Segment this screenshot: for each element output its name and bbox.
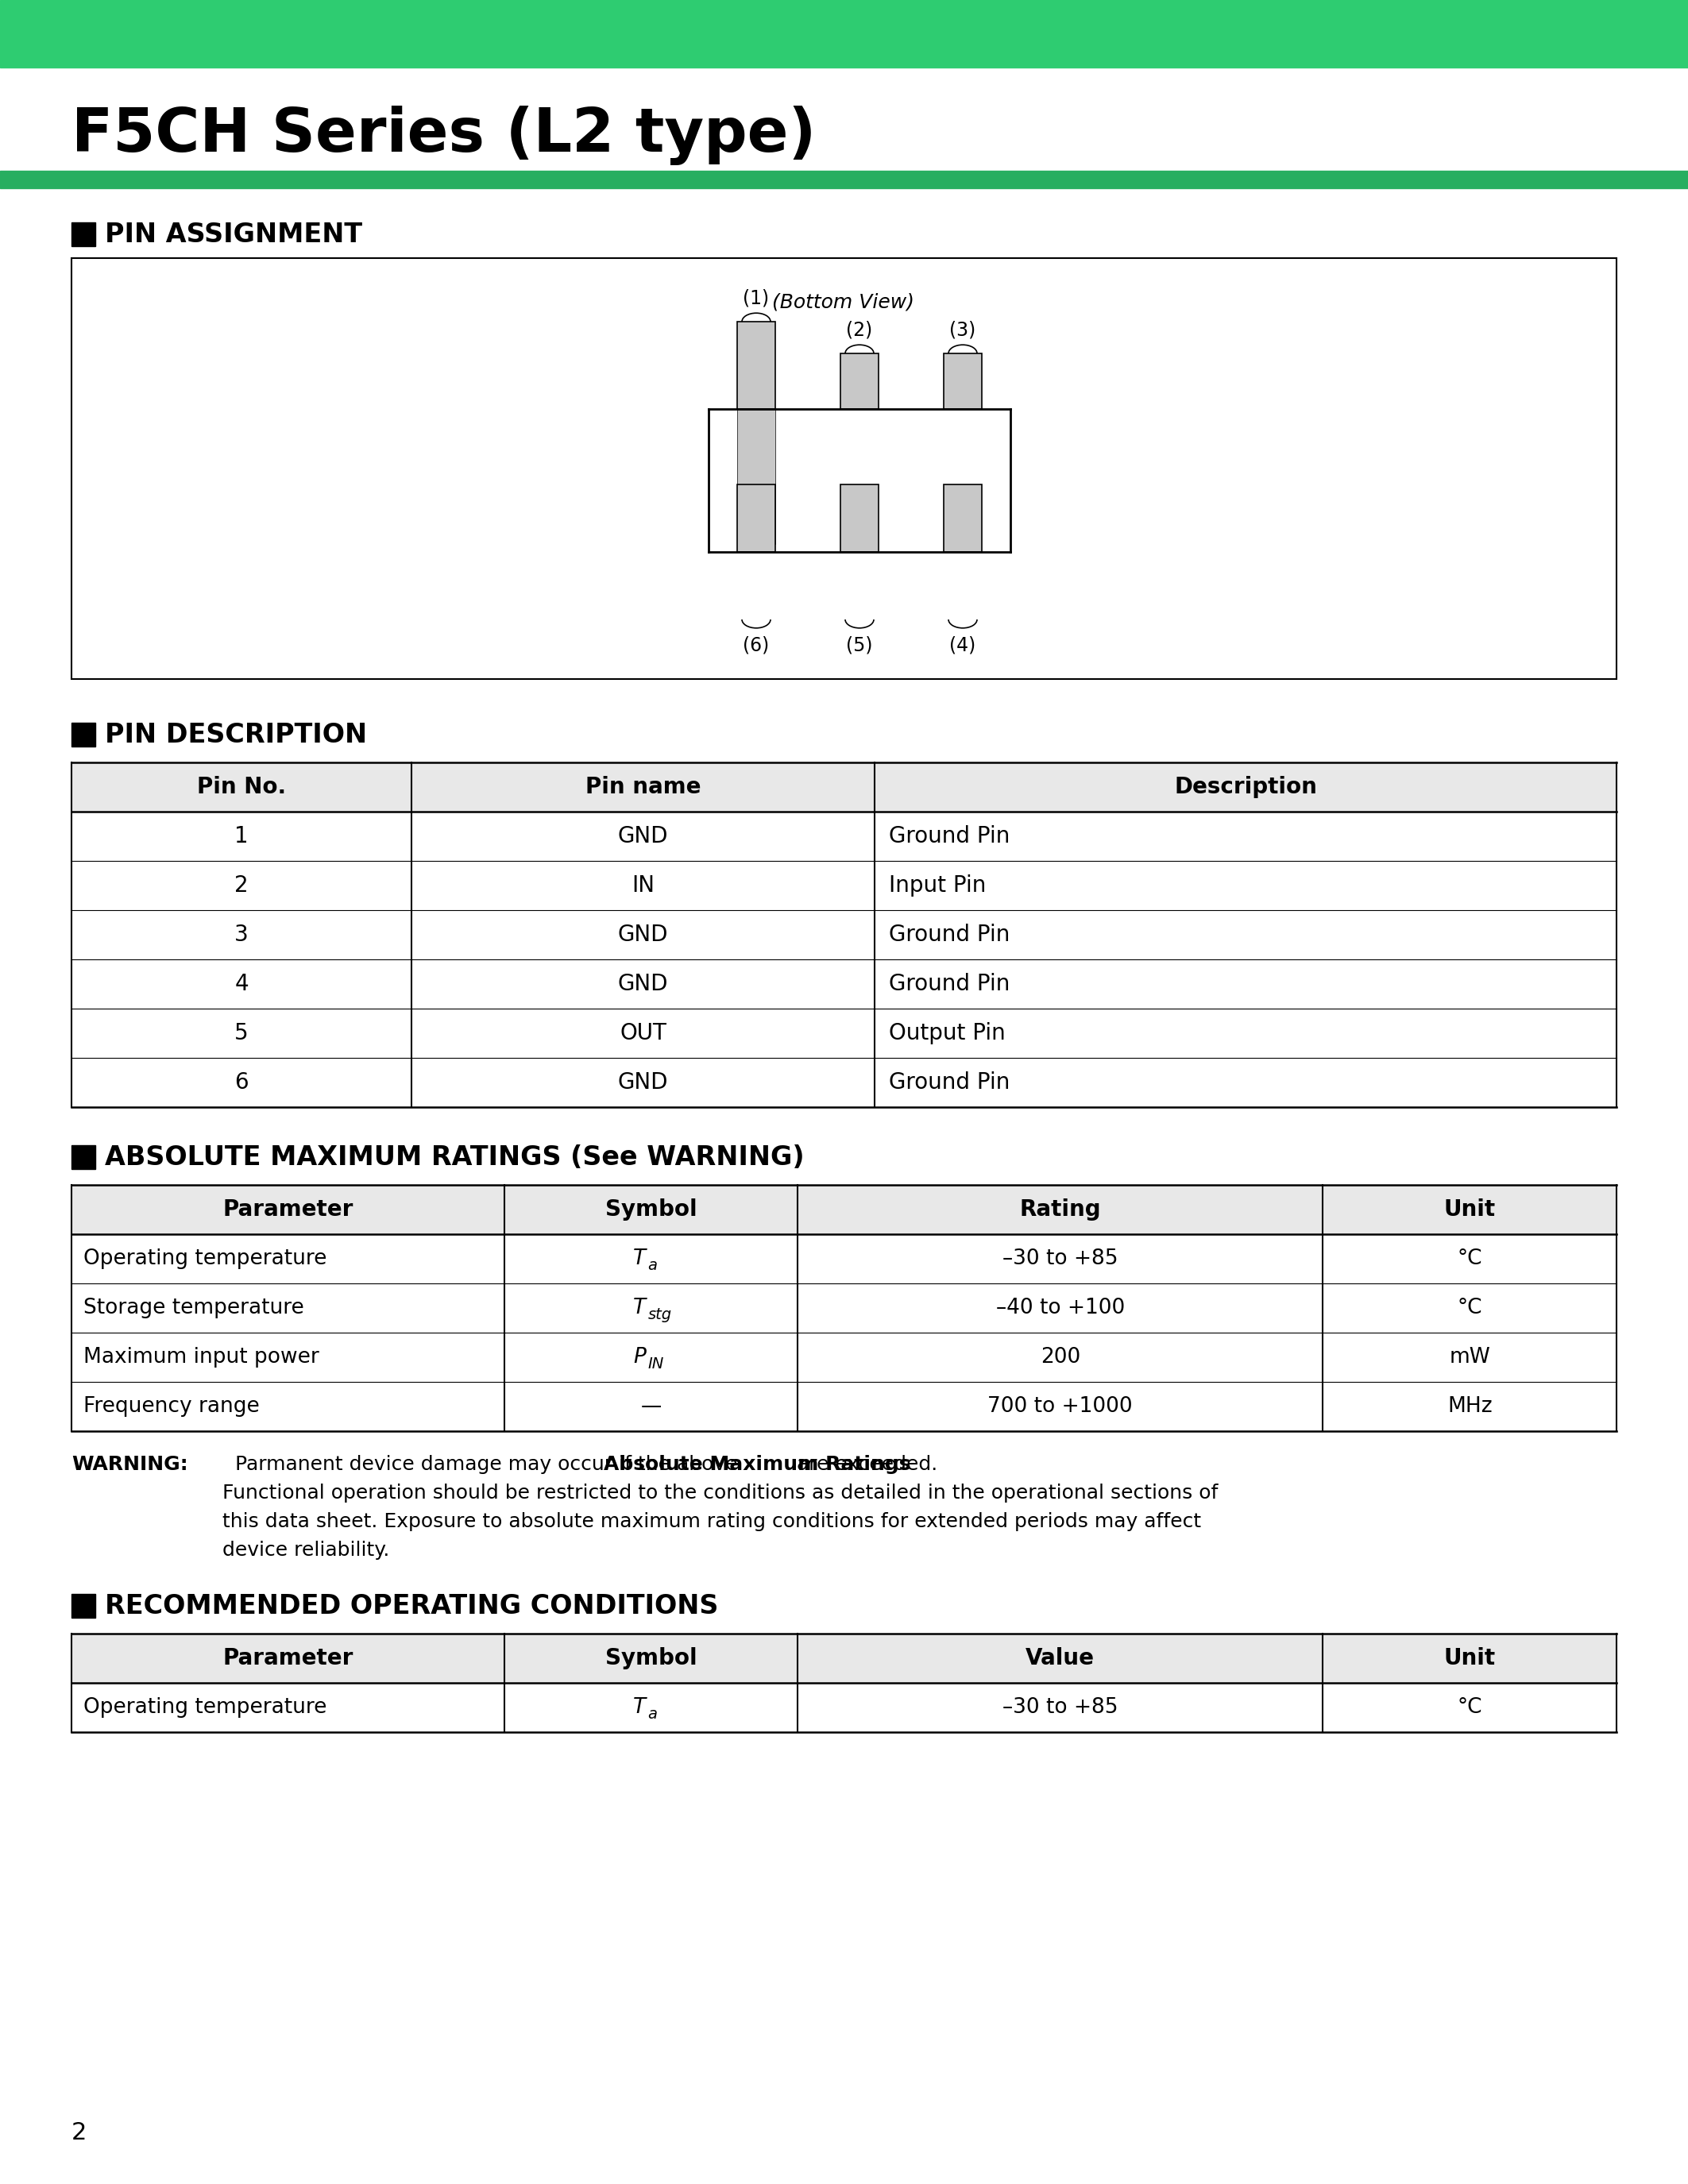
Text: mW: mW: [1448, 1348, 1491, 1367]
Text: Symbol: Symbol: [604, 1647, 697, 1669]
Bar: [841, 354, 878, 408]
Bar: [841, 485, 878, 553]
Text: Frequency range: Frequency range: [83, 1396, 260, 1417]
Text: °C: °C: [1457, 1697, 1482, 1719]
Text: this data sheet. Exposure to absolute maximum rating conditions for extended per: this data sheet. Exposure to absolute ma…: [223, 1511, 1202, 1531]
Bar: [71, 1634, 1617, 1684]
Text: Rating: Rating: [1020, 1199, 1101, 1221]
Text: Storage temperature: Storage temperature: [83, 1297, 304, 1319]
Bar: [0, 170, 1688, 188]
Text: Input Pin: Input Pin: [890, 874, 986, 898]
Bar: [0, 0, 1688, 68]
Text: 1: 1: [235, 826, 248, 847]
Text: MHz: MHz: [1447, 1396, 1492, 1417]
Text: OUT: OUT: [619, 1022, 667, 1044]
Text: 5: 5: [235, 1022, 248, 1044]
Text: (Bottom View): (Bottom View): [773, 293, 915, 312]
Text: Value: Value: [1026, 1647, 1096, 1669]
Text: a: a: [648, 1706, 657, 1721]
Text: Parmanent device damage may occur if the above: Parmanent device damage may occur if the…: [223, 1455, 744, 1474]
Text: are exceeded.: are exceeded.: [790, 1455, 939, 1474]
Bar: [71, 258, 1617, 679]
Text: T: T: [633, 1249, 647, 1269]
Text: °C: °C: [1457, 1249, 1482, 1269]
Text: Maximum input power: Maximum input power: [83, 1348, 319, 1367]
Text: –30 to +85: –30 to +85: [1003, 1697, 1117, 1719]
Text: Parameter: Parameter: [223, 1647, 353, 1669]
Text: Ground Pin: Ground Pin: [890, 1072, 1009, 1094]
Text: PIN ASSIGNMENT: PIN ASSIGNMENT: [105, 221, 363, 247]
Text: GND: GND: [618, 826, 668, 847]
Text: stg: stg: [648, 1306, 672, 1321]
Text: P: P: [633, 1348, 647, 1367]
Text: (6): (6): [743, 636, 770, 655]
Text: Operating temperature: Operating temperature: [83, 1249, 327, 1269]
Text: °C: °C: [1457, 1297, 1482, 1319]
Bar: [738, 408, 775, 544]
Text: 200: 200: [1040, 1348, 1080, 1367]
Text: —: —: [640, 1396, 662, 1417]
Bar: [71, 1144, 95, 1168]
Text: 3: 3: [235, 924, 248, 946]
Text: (3): (3): [950, 321, 976, 339]
Text: GND: GND: [618, 1072, 668, 1094]
Bar: [738, 485, 775, 553]
Text: 6: 6: [235, 1072, 248, 1094]
Text: Ground Pin: Ground Pin: [890, 924, 1009, 946]
Bar: [944, 354, 982, 408]
Text: Pin No.: Pin No.: [197, 775, 285, 797]
Text: device reliability.: device reliability.: [223, 1540, 390, 1559]
Text: PIN DESCRIPTION: PIN DESCRIPTION: [105, 721, 366, 747]
Bar: [738, 321, 775, 408]
Text: 2: 2: [235, 874, 248, 898]
Text: (4): (4): [950, 636, 976, 655]
Text: 700 to +1000: 700 to +1000: [987, 1396, 1133, 1417]
Text: Description: Description: [1175, 775, 1317, 797]
Text: Unit: Unit: [1443, 1199, 1496, 1221]
Text: Operating temperature: Operating temperature: [83, 1697, 327, 1719]
Text: Symbol: Symbol: [604, 1199, 697, 1221]
Text: IN: IN: [648, 1356, 663, 1372]
Bar: [71, 223, 95, 247]
Text: 4: 4: [235, 972, 248, 996]
Text: WARNING:: WARNING:: [71, 1455, 187, 1474]
Bar: [71, 762, 1617, 812]
Text: –40 to +100: –40 to +100: [996, 1297, 1124, 1319]
Text: (2): (2): [846, 321, 873, 339]
Text: Ground Pin: Ground Pin: [890, 826, 1009, 847]
Text: Pin name: Pin name: [586, 775, 701, 797]
Text: IN: IN: [631, 874, 655, 898]
Text: (1): (1): [743, 288, 770, 308]
Text: Ground Pin: Ground Pin: [890, 972, 1009, 996]
Text: Unit: Unit: [1443, 1647, 1496, 1669]
Text: –30 to +85: –30 to +85: [1003, 1249, 1117, 1269]
Text: F5CH Series (L2 type): F5CH Series (L2 type): [71, 105, 815, 164]
Text: Absolute Maximum Ratings: Absolute Maximum Ratings: [604, 1455, 912, 1474]
Text: T: T: [633, 1297, 647, 1319]
Bar: [944, 485, 982, 553]
Text: Output Pin: Output Pin: [890, 1022, 1006, 1044]
Bar: [71, 1594, 95, 1618]
Text: (5): (5): [846, 636, 873, 655]
Text: Parameter: Parameter: [223, 1199, 353, 1221]
Text: 2: 2: [71, 2121, 86, 2145]
Text: RECOMMENDED OPERATING CONDITIONS: RECOMMENDED OPERATING CONDITIONS: [105, 1592, 719, 1618]
Text: ABSOLUTE MAXIMUM RATINGS (See WARNING): ABSOLUTE MAXIMUM RATINGS (See WARNING): [105, 1144, 805, 1171]
Text: Functional operation should be restricted to the conditions as detailed in the o: Functional operation should be restricte…: [223, 1483, 1219, 1503]
Text: T: T: [633, 1697, 647, 1719]
Text: GND: GND: [618, 924, 668, 946]
Text: a: a: [648, 1258, 657, 1273]
Bar: [71, 1186, 1617, 1234]
Bar: [71, 723, 95, 747]
Text: GND: GND: [618, 972, 668, 996]
